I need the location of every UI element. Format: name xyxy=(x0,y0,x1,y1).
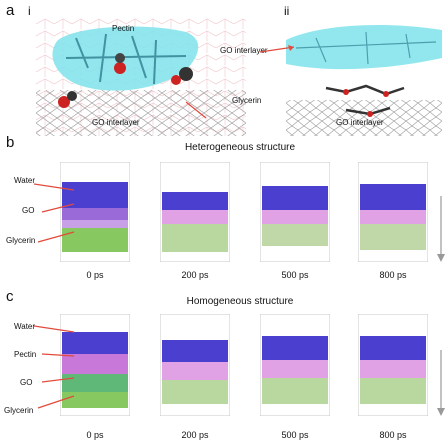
glycerin-label: Glycerin xyxy=(232,96,262,105)
c-glycerin-label: Glycerin xyxy=(4,406,34,415)
panel-c-letter: c xyxy=(6,288,14,305)
c-down-arrow xyxy=(437,350,445,416)
panel-c-title: Homogeneous structure xyxy=(186,296,294,307)
b-frame-200ps xyxy=(160,162,230,262)
panel-a-ii-label: ii xyxy=(284,4,290,18)
c-water-label: Water xyxy=(14,322,36,331)
b-frame-800ps xyxy=(358,162,428,262)
c-frame-800ps xyxy=(358,314,428,416)
c-frame-500ps xyxy=(260,314,330,416)
panel-b-title: Heterogeneous structure xyxy=(184,142,296,153)
pectin-label: Pectin xyxy=(112,24,135,33)
panel-a-letter: a xyxy=(6,2,15,19)
b-glycerin-label: Glycerin xyxy=(6,236,36,245)
b-time-500: 500 ps xyxy=(281,270,309,280)
c-arrows xyxy=(34,325,75,409)
c-frame-0ps xyxy=(60,314,130,416)
panel-b-letter: b xyxy=(6,134,15,151)
b-arrows xyxy=(34,183,75,243)
b-time-800: 800 ps xyxy=(379,270,407,280)
panel-a-i-label: i xyxy=(28,4,31,18)
c-time-0: 0 ps xyxy=(86,430,104,440)
c-go-label: GO xyxy=(20,378,33,387)
b-go-label: GO xyxy=(22,206,35,215)
panel-a-ii-image xyxy=(286,25,442,136)
arrow-ii-top xyxy=(260,45,295,53)
b-water-label: Water xyxy=(14,176,36,185)
c-time-500: 500 ps xyxy=(281,430,309,440)
b-frame-500ps xyxy=(260,162,330,262)
c-time-200: 200 ps xyxy=(181,430,209,440)
c-time-800: 800 ps xyxy=(379,430,407,440)
c-frame-200ps xyxy=(160,314,230,416)
c-pectin-label: Pectin xyxy=(14,350,37,359)
go-interlayer-label-ii-top: GO interlayer xyxy=(220,46,268,55)
b-time-0: 0 ps xyxy=(86,270,104,280)
b-time-200: 200 ps xyxy=(181,270,209,280)
b-down-arrow xyxy=(437,196,445,262)
go-interlayer-label-ii-bottom: GO interlayer xyxy=(336,118,384,127)
go-interlayer-label-i: GO interlayer xyxy=(92,118,140,127)
panel-a-i-image xyxy=(36,18,246,136)
